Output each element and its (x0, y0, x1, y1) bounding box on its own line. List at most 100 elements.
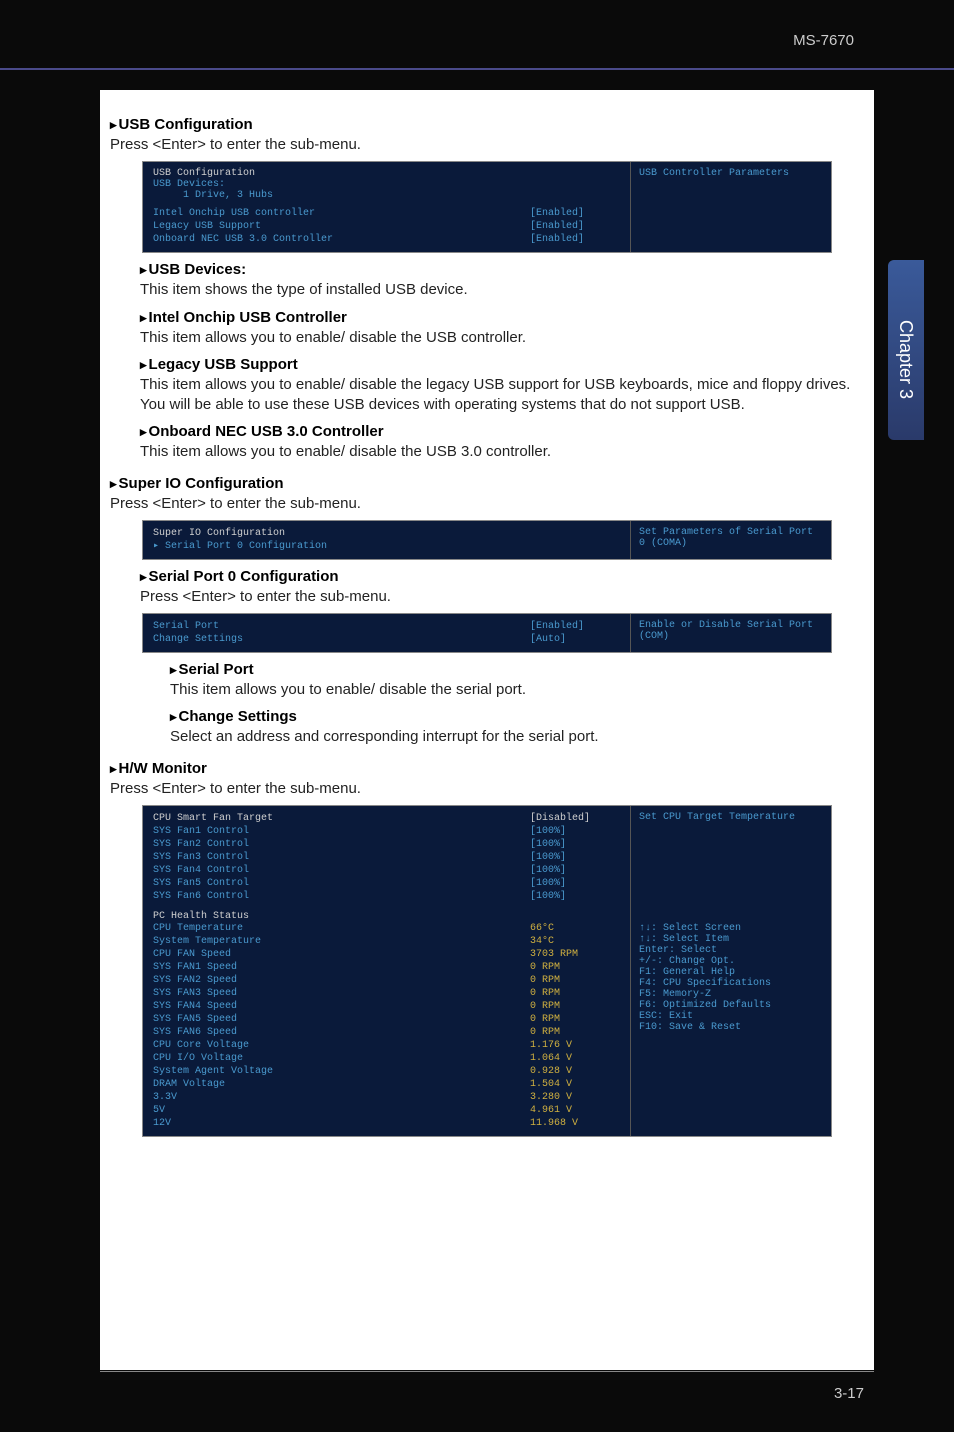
hw-health-row: System Agent Voltage0.928 V (153, 1065, 620, 1078)
bios-value: [100%] (530, 877, 620, 890)
bios-key-hint: ↑↓: Select Item (639, 934, 823, 945)
hw-health-row: SYS FAN3 Speed0 RPM (153, 987, 620, 1000)
hw-bios-row[interactable]: CPU Smart Fan Target[Disabled] (153, 812, 620, 825)
health-label: SYS FAN5 Speed (153, 1013, 530, 1026)
bios-key-hint: F1: General Help (639, 967, 823, 978)
superio-title: ▸Super IO Configuration (110, 475, 864, 492)
pc-health-heading: PC Health Status (153, 911, 620, 922)
usb-bios-help: USB Controller Parameters (631, 162, 831, 252)
hw-bios-row[interactable]: SYS Fan6 Control[100%] (153, 890, 620, 903)
bios-value: [Enabled] (530, 220, 620, 233)
hw-health-row: SYS FAN4 Speed0 RPM (153, 1000, 620, 1013)
health-label: 3.3V (153, 1091, 530, 1104)
sub-title-text: Onboard NEC USB 3.0 Controller (149, 423, 384, 440)
bios-key-hint: Enter: Select (639, 945, 823, 956)
health-value: 0 RPM (530, 974, 620, 987)
sub-title-text: Change Settings (179, 708, 297, 725)
usb-devices-label: USB Devices: (153, 179, 620, 190)
bios-label: SYS Fan5 Control (153, 877, 530, 890)
health-value: 4.961 V (530, 1104, 620, 1117)
hw-health-row: SYS FAN2 Speed0 RPM (153, 974, 620, 987)
bios-row: Super IO Configuration (153, 527, 620, 540)
hw-bios-row[interactable]: SYS Fan3 Control[100%] (153, 851, 620, 864)
header-bar: MS-7670 (0, 0, 954, 70)
bios-row[interactable]: ▸ Serial Port 0 Configuration (153, 540, 620, 553)
hw-health-row: 5V4.961 V (153, 1104, 620, 1117)
bios-label: CPU Smart Fan Target (153, 812, 530, 825)
bios-key-hint: F4: CPU Specifications (639, 978, 823, 989)
page-content: ▸USB Configuration Press <Enter> to ente… (100, 90, 874, 1370)
health-label: System Agent Voltage (153, 1065, 530, 1078)
changesettings-title: ▸Change Settings (170, 708, 864, 725)
bios-key-hint: ↑↓: Select Screen (639, 923, 823, 934)
health-value: 1.504 V (530, 1078, 620, 1091)
health-value: 3703 RPM (530, 948, 620, 961)
health-value: 66°C (530, 922, 620, 935)
health-value: 0 RPM (530, 1000, 620, 1013)
bios-key-hint: F10: Save & Reset (639, 1022, 823, 1033)
usb-bios-row[interactable]: Onboard NEC USB 3.0 Controller[Enabled] (153, 233, 620, 246)
bios-row[interactable]: Serial Port[Enabled] (153, 620, 620, 633)
legacy-usb-title: ▸Legacy USB Support (140, 356, 864, 373)
hw-bios-row[interactable]: SYS Fan2 Control[100%] (153, 838, 620, 851)
usb-config-desc: Press <Enter> to enter the sub-menu. (110, 135, 864, 155)
bios-label: Onboard NEC USB 3.0 Controller (153, 233, 530, 246)
health-label: System Temperature (153, 935, 530, 948)
bios-label: Serial Port (153, 620, 530, 633)
usb-bios-row[interactable]: Intel Onchip USB controller[Enabled] (153, 207, 620, 220)
serialport-desc: This item allows you to enable/ disable … (170, 680, 864, 700)
health-label: CPU FAN Speed (153, 948, 530, 961)
health-label: CPU Core Voltage (153, 1039, 530, 1052)
health-value: 34°C (530, 935, 620, 948)
bios-label: Change Settings (153, 633, 530, 646)
hw-bios-left: CPU Smart Fan Target[Disabled]SYS Fan1 C… (143, 806, 631, 1136)
bios-key-hint: ESC: Exit (639, 1011, 823, 1022)
serialport-title: ▸Serial Port (170, 661, 864, 678)
hwmonitor-title-text: H/W Monitor (119, 760, 207, 777)
serialport0-desc: Press <Enter> to enter the sub-menu. (140, 587, 864, 607)
hw-bios-row[interactable]: SYS Fan1 Control[100%] (153, 825, 620, 838)
superio-bios-left: Super IO Configuration ▸ Serial Port 0 C… (143, 521, 631, 559)
bios-label-text: Serial Port 0 Configuration (165, 541, 327, 552)
health-label: SYS FAN2 Speed (153, 974, 530, 987)
bios-key-hint: F5: Memory-Z (639, 989, 823, 1000)
health-label: 12V (153, 1117, 530, 1130)
health-label: SYS FAN4 Speed (153, 1000, 530, 1013)
health-value: 1.064 V (530, 1052, 620, 1065)
bios-label: Intel Onchip USB controller (153, 207, 530, 220)
superio-bios-help: Set Parameters of Serial Port 0 (COMA) (631, 521, 831, 559)
health-label: 5V (153, 1104, 530, 1117)
nec-usb-desc: This item allows you to enable/ disable … (140, 442, 864, 462)
bios-label: SYS Fan3 Control (153, 851, 530, 864)
health-label: SYS FAN1 Speed (153, 961, 530, 974)
usb-bios-box: USB Configuration USB Devices: 1 Drive, … (142, 161, 832, 253)
health-label: CPU I/O Voltage (153, 1052, 530, 1065)
model-label: MS-7670 (793, 32, 854, 49)
bios-value: [Enabled] (530, 233, 620, 246)
health-value: 0 RPM (530, 1026, 620, 1039)
bios-value: [100%] (530, 838, 620, 851)
health-value: 3.280 V (530, 1091, 620, 1104)
usb-devices-desc: This item shows the type of installed US… (140, 280, 864, 300)
intel-onchip-desc: This item allows you to enable/ disable … (140, 328, 864, 348)
bios-value: [Disabled] (530, 812, 620, 825)
usb-bios-row[interactable]: Legacy USB Support[Enabled] (153, 220, 620, 233)
bios-key-hint: F6: Optimized Defaults (639, 1000, 823, 1011)
bios-value: [100%] (530, 851, 620, 864)
hw-bios-row[interactable]: SYS Fan5 Control[100%] (153, 877, 620, 890)
intel-onchip-title: ▸Intel Onchip USB Controller (140, 309, 864, 326)
sub-title-text: Intel Onchip USB Controller (149, 309, 347, 326)
footer-rule (100, 1371, 874, 1372)
superio-bios-box: Super IO Configuration ▸ Serial Port 0 C… (142, 520, 832, 560)
legacy-usb-desc: This item allows you to enable/ disable … (140, 375, 864, 416)
hw-bios-right: Set CPU Target Temperature ↑↓: Select Sc… (631, 806, 831, 1136)
usb-config-title: ▸USB Configuration (110, 116, 864, 133)
health-value: 0 RPM (530, 987, 620, 1000)
bios-row[interactable]: Change Settings[Auto] (153, 633, 620, 646)
hw-bios-row[interactable]: SYS Fan4 Control[100%] (153, 864, 620, 877)
health-value: 0.928 V (530, 1065, 620, 1078)
sub-title-text: Serial Port (179, 661, 254, 678)
hw-health-row: System Temperature34°C (153, 935, 620, 948)
hw-health-row: 3.3V3.280 V (153, 1091, 620, 1104)
bios-value: [Enabled] (530, 207, 620, 220)
